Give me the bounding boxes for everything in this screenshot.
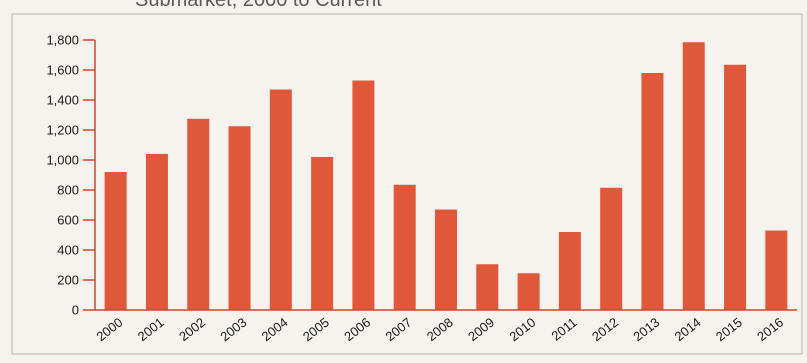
- bar: [269, 89, 292, 310]
- x-tick-label: 2006: [341, 315, 373, 345]
- bar: [187, 118, 210, 310]
- bar: [145, 154, 168, 310]
- y-tick-label: 200: [57, 273, 79, 288]
- x-tick-label: 2002: [176, 315, 208, 345]
- x-tick-label: 2000: [93, 315, 125, 345]
- chart-title: Submarket, 2000 to Current: [135, 0, 382, 11]
- y-tick-label: 800: [57, 183, 79, 198]
- y-tick-label: 1,400: [46, 93, 79, 108]
- x-tick-label: 2008: [424, 315, 456, 345]
- x-tick-label: 2010: [506, 315, 538, 345]
- bar: [765, 230, 788, 310]
- bar: [311, 157, 334, 310]
- bar: [641, 73, 664, 310]
- chart-frame: [11, 13, 803, 355]
- bar: [352, 80, 375, 310]
- x-tick-label: 2012: [589, 315, 621, 345]
- x-tick-label: 2011: [548, 315, 579, 344]
- x-tick-label: 2016: [754, 315, 786, 345]
- bar: [558, 232, 581, 310]
- bar: [104, 172, 127, 310]
- x-axis: 2000 2001 2002 2003 2004 2005 2006 2007 2008 2009…: [93, 309, 797, 345]
- bar: [517, 273, 540, 310]
- y-tick-label: 1,200: [46, 123, 79, 138]
- bar: [682, 42, 705, 310]
- bar: [476, 264, 499, 310]
- bar: [724, 64, 747, 310]
- x-tick-label: 2013: [630, 315, 662, 345]
- x-tick-label: 2004: [259, 315, 291, 345]
- bar: [228, 126, 251, 310]
- y-tick-label: 600: [57, 213, 79, 228]
- y-tick-label: 0: [72, 303, 79, 318]
- x-tick-label: 2003: [217, 315, 249, 345]
- y-tick-label: 400: [57, 243, 79, 258]
- y-tick-label: 1,600: [46, 63, 79, 78]
- x-tick-label: 2007: [383, 315, 415, 345]
- bar: [435, 209, 457, 310]
- y-tick-label: 1,000: [46, 153, 79, 168]
- x-tick-label: 2014: [672, 315, 704, 345]
- bars: [104, 42, 788, 310]
- x-tick-label: 2015: [713, 315, 745, 345]
- y-axis: 0 200 400 600 800 1,000 1,200 1,400 1,600 1,800: [46, 33, 96, 318]
- x-tick-label: 2005: [300, 315, 332, 345]
- bar: [393, 184, 416, 310]
- bar: [600, 187, 623, 310]
- x-tick-label: 2001: [135, 315, 167, 345]
- y-tick-label: 1,800: [46, 33, 79, 48]
- x-tick-label: 2009: [465, 315, 497, 345]
